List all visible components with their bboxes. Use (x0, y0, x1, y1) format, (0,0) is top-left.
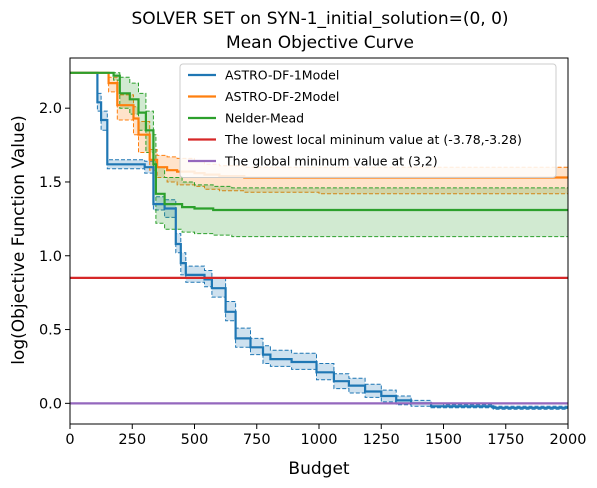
x-tick-label: 1750 (487, 432, 524, 448)
legend-label: ASTRO-DF-2Model (225, 89, 339, 104)
x-tick-label: 250 (118, 432, 146, 448)
x-tick-label: 2000 (550, 432, 587, 448)
nelder-mead-line (70, 71, 568, 212)
x-tick-label: 500 (181, 432, 209, 448)
astro-df-1model-line (70, 71, 568, 409)
x-tick-label: 1250 (363, 432, 400, 448)
x-tick-label: 1000 (301, 432, 338, 448)
nelder-mead-ci-lower (70, 72, 568, 238)
y-tick-label: 1.0 (39, 249, 62, 265)
x-tick-label: 1500 (425, 432, 462, 448)
y-tick-label: 0.5 (39, 323, 62, 339)
x-tick-label: 750 (243, 432, 271, 448)
legend-label: The lowest local mininum value at (-3.78… (224, 132, 522, 147)
legend: ASTRO-DF-1Model ASTRO-DF-2Model Nelder-Mea… (179, 63, 557, 178)
y-axis-label: log(Objective Function Value) (9, 115, 29, 365)
nelder-mead-ci-band (70, 72, 568, 237)
astro-df-2model-ci-lower (70, 72, 568, 195)
legend-label: ASTRO-DF-1Model (225, 68, 339, 83)
chart-title: SOLVER SET on SYN-1_initial_solution=(0,… (131, 9, 508, 29)
x-tick-label: 0 (65, 432, 74, 448)
chart-subtitle: Mean Objective Curve (226, 33, 414, 53)
axis-ticks: 0 250 500 750 1000 1250 1500 1750 2000 0.0 0.5 1.0 1… (39, 101, 587, 448)
legend-label: The global mininum value at (3,2) (224, 154, 438, 169)
legend-box (179, 63, 557, 178)
x-axis-label: Budget (288, 459, 349, 479)
y-tick-label: 0.0 (39, 396, 62, 412)
y-tick-label: 1.5 (39, 175, 62, 191)
legend-label: Nelder-Mead (225, 111, 304, 126)
y-tick-label: 2.0 (39, 101, 62, 117)
